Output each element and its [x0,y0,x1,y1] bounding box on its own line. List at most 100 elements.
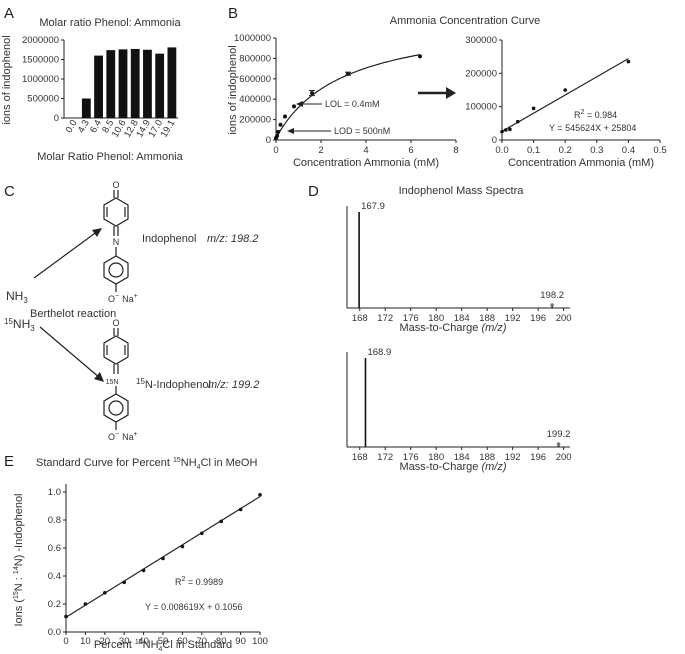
lod-arrowhead [287,128,294,134]
panel-b-r2: R2 = 0.984 [574,109,617,120]
x-tick-label: 180 [428,313,444,324]
y-tick-label: 1000000 [22,74,59,85]
data-point [563,88,567,92]
panel-letter-a: A [4,5,14,22]
bar [130,48,140,118]
panel-a-plot: 05000001000000150000020000000.04.36.48.5… [22,35,178,140]
x-tick-label: 0.2 [559,145,572,156]
panel-a-xlabel: Molar Ratio Phenol: Ammonia [37,151,183,163]
peak-label: 198.2 [540,290,564,301]
product2-mz: m/z: 199.2 [208,379,259,391]
y-tick-label: 0.6 [48,543,61,554]
data-point [418,54,422,59]
panel-e: E Standard Curve for Percent 15NH4Cl in … [4,453,268,653]
data-point [275,133,280,138]
data-point [531,106,536,111]
x-tick-label: 176 [403,452,419,463]
product1-mz: m/z: 198.2 [207,233,258,245]
x-tick-label: 0.3 [590,145,603,156]
data-point [283,114,287,119]
data-point [141,568,146,573]
reactant-nh3: NH3 [6,289,28,305]
data-point [258,493,262,497]
x-tick-label: 0 [273,145,278,156]
x-tick-label: 184 [454,313,470,324]
data-point [503,128,508,132]
x-tick-label: 40 [138,636,149,647]
data-point [219,519,223,524]
x-tick-label: 70 [197,636,208,647]
x-tick-label: 180 [428,452,444,463]
panel-b-right-xlabel: Concentration Ammonia (mM) [508,157,654,169]
lol-arrowhead [296,101,303,107]
data-point [238,507,243,512]
data-point [180,544,185,549]
x-tick-label: 168 [352,313,368,324]
reactant-15nh3: 15NH3 [4,317,35,333]
panel-a-title: Molar ratio Phenol: Ammonia [39,17,181,29]
data-point [200,531,204,536]
data-point [103,591,107,595]
atom-15n: 15N [106,379,119,386]
panel-e-r2: R2 = 0.9989 [175,576,223,587]
x-tick-label: 188 [479,452,495,463]
panel-d-top-xlabel: Mass-to-Charge (m/z) [400,322,507,334]
panel-e-plot: 0.0 0.2 0.4 0.6 0.8 1.0 0 10 20 30 40 50 60 70 80 90 100 [48,484,268,647]
x-tick-label: 196 [530,452,546,463]
x-tick-label: 192 [505,313,521,324]
quinone-ring [103,197,129,227]
data-point [161,556,165,561]
x-tick-label: 184 [454,452,470,463]
panel-b-title: Ammonia Concentration Curve [390,15,540,27]
x-tick-label: 50 [158,636,169,647]
data-point [64,614,68,619]
aromatic-circle [108,262,124,278]
y-tick-label: 600000 [239,74,271,85]
peak-label: 167.9 [361,201,385,212]
y-tick-label: 300000 [465,35,497,46]
x-tick-label: 10 [80,636,91,647]
x-tick-label: 0.0 [495,145,508,156]
y-tick-label: 0 [54,113,59,124]
x-tick-label: 172 [377,452,393,463]
panel-b-ylabel: ions of indophenol [227,45,239,134]
phenolate-bottom: O− Na+ [108,431,138,442]
data-point [516,119,520,124]
minor-peak-marker [550,303,554,307]
indophenol-structure: O N O− Na+ [103,180,138,304]
x-tick-label: 6 [408,145,413,156]
atom-o-top: O [112,180,119,190]
y-tick-label: 0.8 [48,515,61,526]
x-tick-label: 168 [352,452,368,463]
y-tick-label: 2000000 [22,35,59,46]
phenolate-top: O− Na+ [108,293,138,304]
quinone-ring-bottom [103,335,129,365]
x-tick-label: 196 [530,313,546,324]
atom-n-top: N [113,237,120,247]
y-tick-label: 200000 [465,68,497,79]
reaction-arrowhead-down [94,372,104,382]
panel-letter-c: C [4,183,15,200]
data-point [626,59,631,64]
y-tick-label: 0.0 [48,627,61,638]
reaction-arrow-down [39,326,101,379]
y-tick-label: 100000 [465,102,497,113]
x-tick-label: 20 [100,636,111,647]
phenol-ring-bottom [103,393,129,423]
bar [81,98,91,118]
panel-e-xlabel: Percent 15NH4Cl in Standard [94,639,232,653]
data-point [508,127,512,132]
aromatic-circle-bottom [108,400,124,416]
x-tick-label: 8 [453,145,458,156]
y-tick-label: 0 [266,135,271,146]
x-tick-label: 30 [119,636,130,647]
y-tick-label: 200000 [239,115,271,126]
x-tick-label: 0.1 [527,145,540,156]
reaction-label: Berthelot reaction [30,308,116,320]
product2-name: 15N-Indophenol [136,377,211,391]
x-tick-label: 60 [177,636,188,647]
zoom-arrowhead [446,87,456,99]
panel-d-bottom-xlabel: Mass-to-Charge (m/z) [400,461,507,473]
reaction-arrowhead-up [92,228,102,237]
panel-e-ylabel: Ions (15N : 14N) -Indophenol [13,493,25,626]
